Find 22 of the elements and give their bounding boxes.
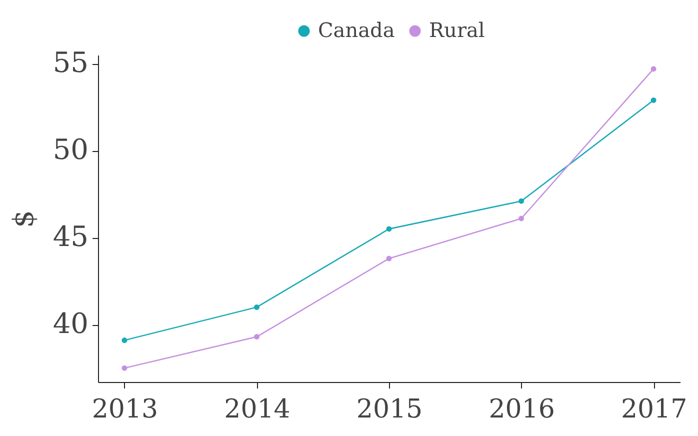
point <box>518 198 524 204</box>
point <box>518 216 524 222</box>
point <box>386 226 392 232</box>
legend-label: Canada <box>318 18 395 42</box>
y-tick-label: 45 <box>52 220 88 254</box>
x-tick-label: 2015 <box>356 394 423 424</box>
y-tick-label: 55 <box>52 46 88 80</box>
x-tick-label: 2013 <box>92 394 158 424</box>
point <box>254 334 260 340</box>
x-tick-label: 2016 <box>488 394 555 424</box>
legend-label: Rural <box>429 18 485 42</box>
y-axis-title: $ <box>6 210 40 228</box>
point <box>254 304 260 310</box>
point <box>650 66 656 72</box>
point <box>122 365 128 371</box>
point <box>386 256 392 262</box>
point <box>650 97 656 103</box>
x-tick-label: 2014 <box>224 394 290 424</box>
y-tick-label: 40 <box>52 307 88 340</box>
x-tick-label: 2017 <box>620 394 688 424</box>
point <box>122 338 128 343</box>
y-tick-label: 50 <box>52 133 88 166</box>
